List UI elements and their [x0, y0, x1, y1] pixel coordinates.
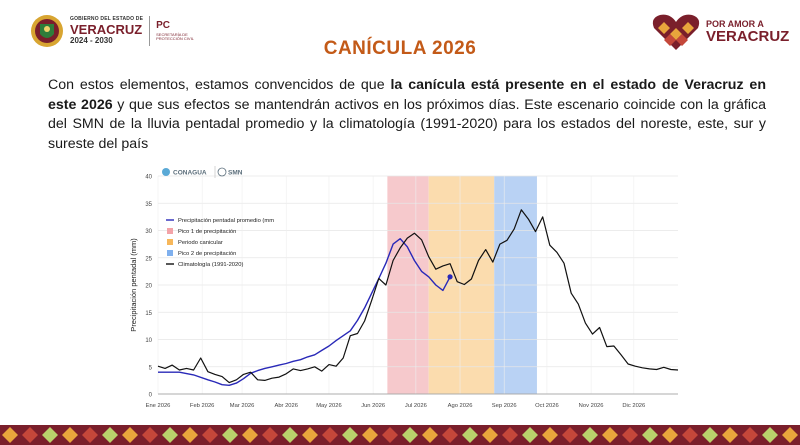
series-line-1 — [157, 209, 679, 384]
y-axis-label: Precipitación pentadal (mm) — [129, 238, 138, 332]
y-tick-label: 20 — [145, 284, 152, 290]
footer-tile — [762, 427, 778, 443]
legend-label: Precipitación pentadal promedio (mm — [178, 218, 274, 224]
footer-tile — [22, 427, 38, 443]
x-tick-label: May 2026 — [316, 403, 341, 409]
gov-line2: VERACRUZ — [70, 22, 143, 37]
footer-tile — [482, 427, 498, 443]
header: GOBIERNO DEL ESTADO DE VERACRUZ 2024 - 2… — [0, 0, 800, 70]
footer-tile — [362, 427, 378, 443]
footer-tile — [502, 427, 518, 443]
legend-box-swatch — [167, 239, 173, 245]
legend-box-swatch — [167, 250, 173, 256]
y-tick-label: 10 — [145, 338, 152, 344]
footer-tile — [602, 427, 618, 443]
footer-tile — [522, 427, 538, 443]
footer-pattern — [0, 425, 800, 445]
por-amor-a-veracruz-logo[interactable]: POR AMOR A VERACRUZ — [650, 12, 790, 52]
footer-tile — [322, 427, 338, 443]
footer-tile — [262, 427, 278, 443]
footer-tile — [402, 427, 418, 443]
y-tick-label: 35 — [145, 202, 152, 208]
smn-label: SMN — [228, 170, 243, 177]
conagua-label: CONAGUA — [173, 170, 207, 177]
page-title: CANÍCULA 2026 — [323, 38, 477, 59]
chart-logos: CONAGUA SMN — [162, 166, 243, 178]
footer-tile — [42, 427, 58, 443]
footer-tile — [642, 427, 658, 443]
precipitation-chart: 0 5 10 15 20 25 30 35 40 Ene 2026 Feb 2026 Mar 2026… — [122, 160, 688, 412]
footer-tile — [162, 427, 178, 443]
x-tick-label: Nov 2026 — [579, 403, 604, 409]
footer-tile — [82, 427, 98, 443]
x-tick-label: Ago 2026 — [448, 403, 473, 409]
footer-tile — [182, 427, 198, 443]
logo-divider — [149, 16, 151, 46]
footer-tile — [782, 427, 798, 443]
footer-tile — [742, 427, 758, 443]
x-tick-label: Ene 2026 — [146, 403, 171, 409]
footer-tile — [302, 427, 318, 443]
footer-tile — [682, 427, 698, 443]
heart-pattern-icon — [652, 14, 700, 50]
footer-tile — [702, 427, 718, 443]
brand-line2: VERACRUZ — [706, 28, 790, 45]
footer-tile — [662, 427, 678, 443]
veracruz-shield-icon — [31, 15, 63, 47]
y-tick-label: 30 — [145, 229, 152, 235]
series-end-point — [447, 274, 453, 280]
conagua-icon — [162, 168, 170, 176]
footer-tile — [62, 427, 78, 443]
footer-tile — [102, 427, 118, 443]
x-tick-label: Abr 2026 — [274, 403, 298, 409]
x-tick-label: Jun 2026 — [361, 403, 385, 409]
legend-label: Climatología (1991-2020) — [178, 262, 243, 268]
x-tick-label: Oct 2026 — [535, 403, 559, 409]
legend-box-swatch — [167, 228, 173, 234]
footer-tile — [422, 427, 438, 443]
footer-tile — [462, 427, 478, 443]
footer-tile — [122, 427, 138, 443]
footer-tile — [142, 427, 158, 443]
brand-line1: POR AMOR A — [706, 19, 764, 29]
series-line-0 — [158, 237, 451, 387]
footer-tile — [202, 427, 218, 443]
footer-tile — [242, 427, 258, 443]
footer-tile — [382, 427, 398, 443]
gov-line3: 2024 - 2030 — [70, 36, 113, 45]
paragraph-part2: y que sus efectos se mantendrán activos … — [48, 96, 766, 152]
body-paragraph: Con estos elementos, estamos convencidos… — [48, 76, 766, 154]
footer-tile — [2, 427, 18, 443]
legend-label: Pico 1 de precipitación — [178, 229, 236, 235]
footer-tile — [622, 427, 638, 443]
y-tick-label: 0 — [149, 393, 153, 399]
smn-icon — [217, 167, 227, 177]
footer-tile — [442, 427, 458, 443]
government-logo[interactable]: GOBIERNO DEL ESTADO DE VERACRUZ 2024 - 2… — [30, 12, 220, 50]
x-tick-label: Dic 2026 — [622, 403, 645, 409]
y-tick-label: 25 — [145, 256, 152, 262]
footer-tile — [542, 427, 558, 443]
pc-label: PC — [156, 20, 171, 31]
footer-tile — [342, 427, 358, 443]
x-tick-label: Sep 2026 — [492, 403, 517, 409]
paragraph-part1: Con estos elementos, estamos convencidos… — [48, 77, 391, 93]
paragraph-bold: la canícula está presente en el estado d… — [48, 77, 766, 113]
legend-label: Pico 2 de precipitación — [178, 251, 236, 257]
x-tick-label: Feb 2026 — [190, 403, 215, 409]
y-tick-label: 40 — [145, 175, 152, 181]
pc-sub: SECRETARÍA DE PROTECCIÓN CIVIL — [156, 32, 194, 41]
footer-tile — [282, 427, 298, 443]
footer-tile — [722, 427, 738, 443]
y-tick-label: 15 — [145, 311, 152, 317]
x-tick-label: Jul 2026 — [405, 403, 427, 409]
legend-label: Periodo canicular — [178, 240, 223, 246]
y-tick-label: 5 — [149, 365, 153, 371]
x-tick-label: Mar 2026 — [230, 403, 255, 409]
chart-legend: Precipitación pentadal promedio (mm Pico … — [166, 218, 274, 268]
footer-tile — [562, 427, 578, 443]
footer-tile — [222, 427, 238, 443]
footer-tile — [582, 427, 598, 443]
gov-line1: GOBIERNO DEL ESTADO DE — [70, 16, 144, 22]
